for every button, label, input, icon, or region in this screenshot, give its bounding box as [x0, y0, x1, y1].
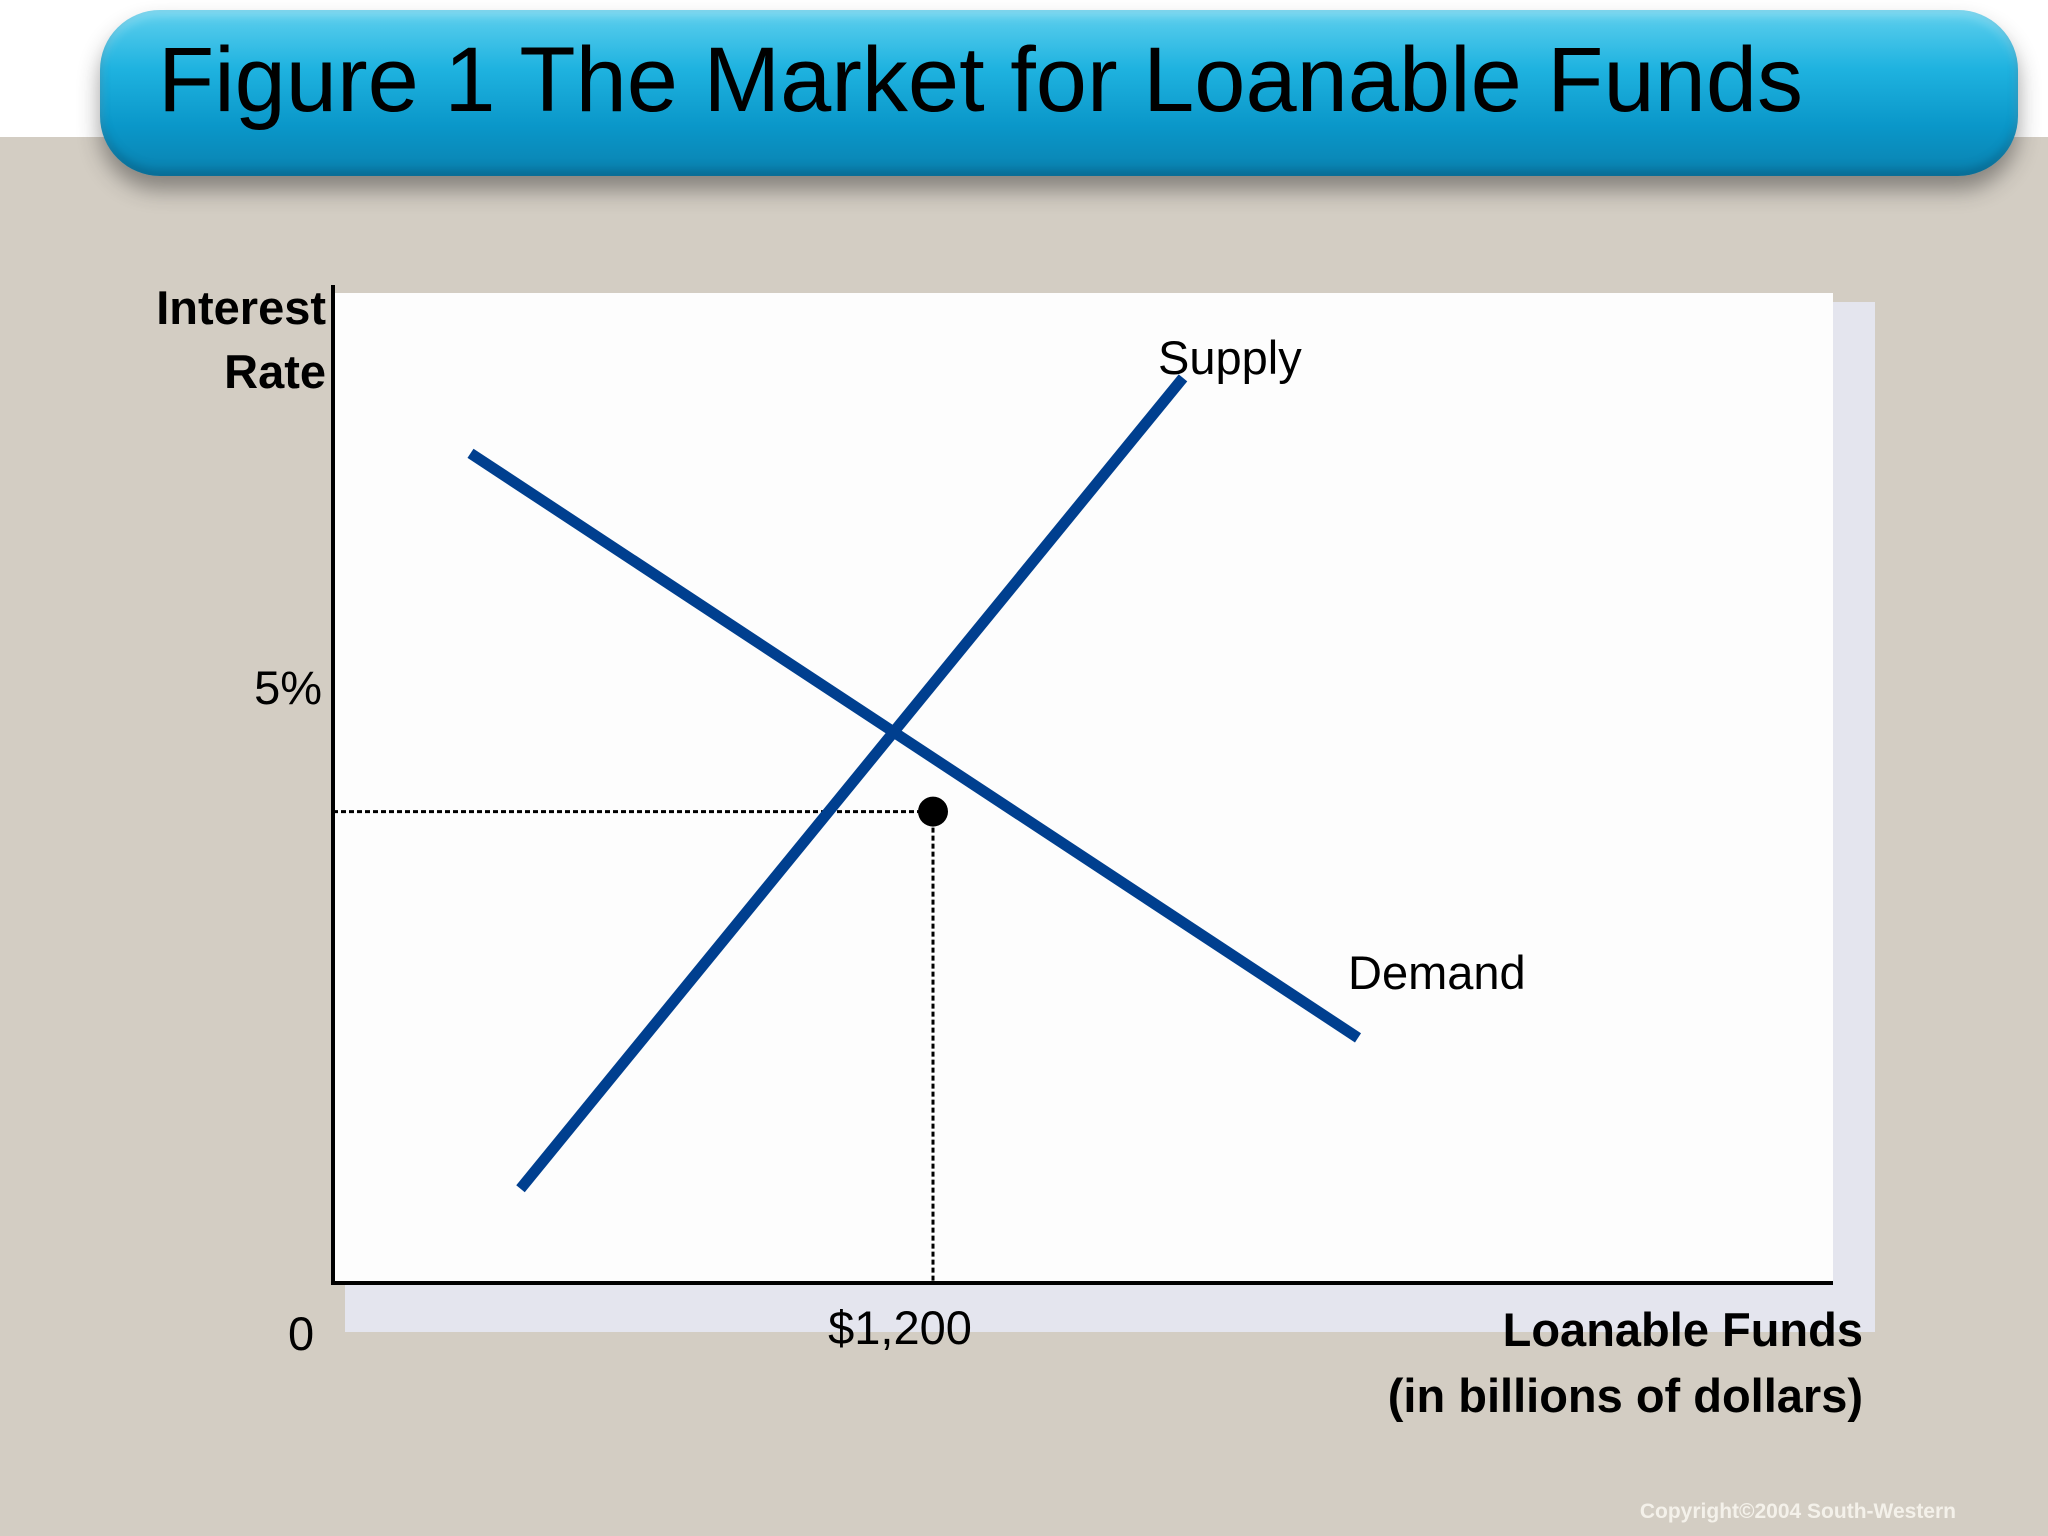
origin-label: 0 [288, 1307, 315, 1360]
y-tick-label-5: 5% [254, 661, 322, 714]
supply-label: Supply [1158, 331, 1302, 384]
y-axis-label: Interest Rate [100, 276, 326, 404]
title-banner [100, 10, 2018, 176]
x-axis-label-line-2: (in billions of dollars) [1387, 1369, 1863, 1422]
copyright-text: Copyright©2004 South-Western [1639, 1500, 1956, 1523]
x-axis-label-line-1: Loanable Funds [1502, 1303, 1863, 1356]
page-title: Figure 1 The Market for Loanable Funds [158, 29, 1803, 131]
supply-curve [516, 374, 1188, 1193]
y-axis-label-line-1: Interest [156, 281, 326, 334]
x-axis-label: Loanable Funds (in billions of dollars) [1263, 1297, 1863, 1429]
demand-label: Demand [1348, 946, 1526, 999]
y-axis-label-line-2: Rate [224, 345, 326, 398]
x-tick-label-1200: $1,200 [828, 1301, 972, 1354]
equilibrium-point [918, 796, 948, 827]
demand-curve [467, 448, 1362, 1043]
